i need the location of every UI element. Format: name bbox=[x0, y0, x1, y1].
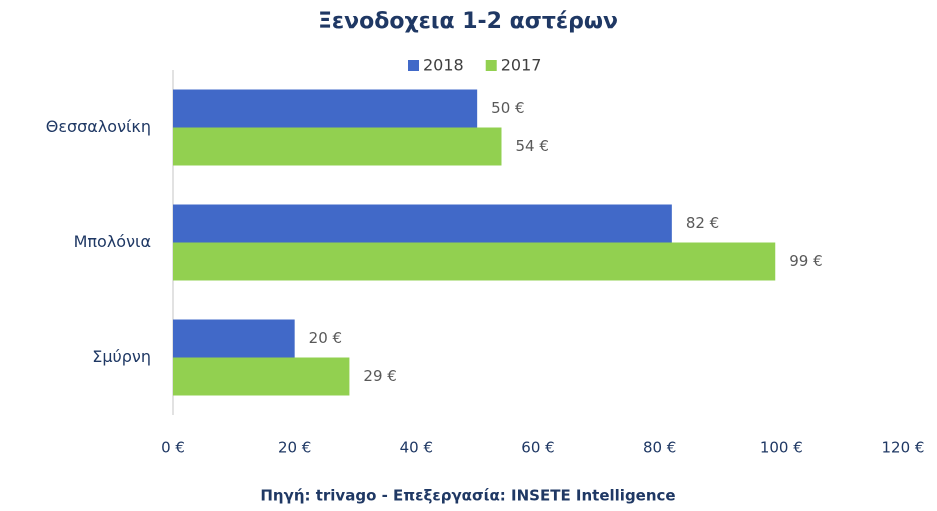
data-label: 99 € bbox=[789, 252, 822, 270]
x-tick-label: 80 € bbox=[643, 439, 676, 457]
y-tick-label: Θεσσαλονίκη bbox=[46, 117, 151, 136]
legend-swatch bbox=[485, 60, 497, 71]
x-tick-label: 40 € bbox=[400, 439, 433, 457]
legend-label: 2017 bbox=[501, 56, 542, 75]
bar bbox=[173, 319, 295, 358]
x-tick-label: 120 € bbox=[882, 439, 925, 457]
bar bbox=[173, 127, 502, 166]
x-tick-label: 20 € bbox=[278, 439, 311, 457]
data-label: 82 € bbox=[686, 214, 719, 232]
x-tick-label: 0 € bbox=[161, 439, 185, 457]
data-label: 54 € bbox=[516, 137, 549, 155]
bar bbox=[173, 89, 478, 128]
x-tick-label: 100 € bbox=[760, 439, 803, 457]
y-tick-label: Μπολόνια bbox=[74, 232, 151, 251]
legend-label: 2018 bbox=[423, 56, 464, 75]
chart-title: Ξενοδοχεια 1-2 αστέρων bbox=[318, 9, 618, 34]
data-label: 29 € bbox=[363, 367, 396, 385]
source-note: Πηγή: trivago - Επεξεργασία: INSETE Inte… bbox=[260, 487, 675, 505]
data-label: 50 € bbox=[491, 99, 524, 117]
y-tick-label: Σμύρνη bbox=[92, 347, 151, 366]
bar bbox=[173, 242, 776, 281]
legend-swatch bbox=[408, 60, 419, 71]
data-label: 20 € bbox=[309, 329, 342, 347]
bar bbox=[173, 357, 350, 396]
x-tick-label: 60 € bbox=[521, 439, 554, 457]
bar bbox=[173, 204, 672, 243]
